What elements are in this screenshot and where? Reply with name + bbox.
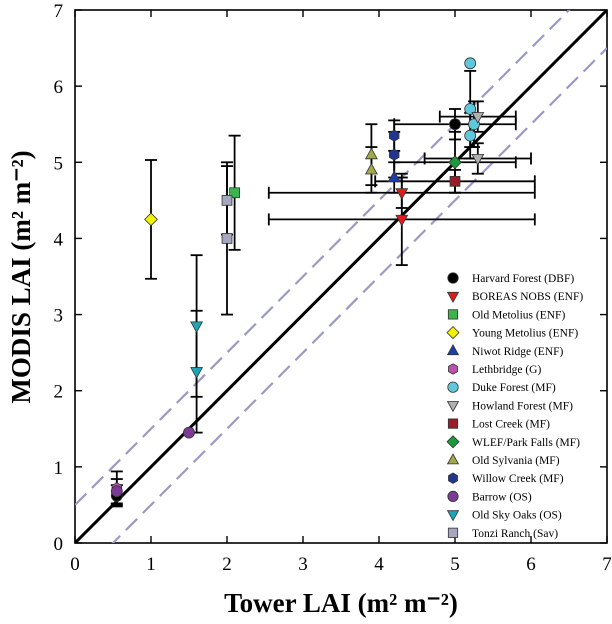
legend-marker <box>446 453 460 465</box>
data-point <box>464 129 477 142</box>
legend-entry-label: BOREAS NOBS (ENF) <box>472 291 583 303</box>
legend-entry-label: Old Sky Oaks (OS) <box>472 510 562 522</box>
y-tick-label: 1 <box>54 458 64 479</box>
data-point <box>449 118 461 131</box>
legend-entry-label: Niwot Ridge (ENF) <box>472 346 564 358</box>
data-point <box>221 195 233 206</box>
legend-marker <box>447 381 459 393</box>
data-point <box>464 57 477 70</box>
legend-marker <box>446 326 460 340</box>
data-point <box>387 170 401 183</box>
legend-box <box>438 268 598 533</box>
reference-lines <box>75 10 607 543</box>
y-tick-label: 2 <box>54 382 64 403</box>
legend-entry-label: Old Sylvania (MF) <box>472 455 560 467</box>
x-tick-label: 2 <box>222 554 232 575</box>
one-to-one-line <box>75 10 607 543</box>
data-point <box>190 321 204 334</box>
legend-entry-label: Howland Forest (MF) <box>472 400 573 412</box>
legend-entry-label: Duke Forest (MF) <box>472 382 556 394</box>
x-tick-label: 7 <box>602 554 612 575</box>
y-tick-label: 3 <box>54 306 64 327</box>
legend-marker <box>446 510 460 522</box>
axis-ticks: 0 1 2 3 4 5 6 7 0 1 2 3 4 5 6 7 <box>54 1 612 575</box>
data-point <box>364 162 378 175</box>
legend-marker <box>447 490 459 502</box>
x-tick-label: 6 <box>526 554 536 575</box>
x-tick-label: 0 <box>70 554 80 575</box>
data-markers <box>110 57 485 502</box>
data-point <box>464 103 477 115</box>
data-point <box>389 148 400 161</box>
data-point <box>229 187 240 199</box>
legend: Harvard Forest (DBF) BOREAS NOBS (ENF) Old… <box>438 268 598 540</box>
data-point <box>395 214 409 227</box>
y-axis-title: MODIS LAI (m² m⁻²) <box>6 150 36 403</box>
legend-entry-label: Lost Creek (MF) <box>472 419 550 431</box>
legend-entry-label: Young Metolius (ENF) <box>472 328 578 340</box>
legend-entry-label: Barrow (OS) <box>472 491 532 503</box>
y-tick-label: 5 <box>54 153 64 174</box>
x-tick-label: 5 <box>450 554 460 575</box>
legend-entry-label: Old Metolius (ENF) <box>472 309 565 321</box>
legend-marker <box>448 363 458 375</box>
data-point <box>389 129 400 142</box>
legend-marker <box>447 309 459 320</box>
legend-marker <box>446 435 460 449</box>
x-tick-label: 1 <box>146 554 156 575</box>
data-point <box>471 112 485 124</box>
legend-marker <box>447 272 459 284</box>
data-point <box>221 233 233 244</box>
data-point <box>144 212 158 227</box>
data-point <box>448 155 462 170</box>
data-point <box>183 426 195 439</box>
data-point <box>449 175 461 187</box>
x-tick-label: 4 <box>374 554 384 575</box>
x-tick-label: 3 <box>298 554 308 575</box>
legend-marker <box>446 343 460 356</box>
legend-marker <box>446 401 460 413</box>
x-axis-title: Tower LAI (m² m⁻²) <box>224 588 458 618</box>
legend-entry-label: Lethbridge (G) <box>472 364 541 376</box>
y-tick-label: 6 <box>54 77 64 98</box>
data-point <box>395 188 409 200</box>
offset-dashed-line <box>75 10 571 506</box>
y-tick-label: 7 <box>54 1 64 22</box>
data-point <box>364 147 378 160</box>
y-tick-label: 0 <box>54 534 64 555</box>
legend-marker <box>447 418 459 429</box>
legend-marker <box>446 291 460 304</box>
legend-entry-label: WLEF/Park Falls (MF) <box>472 437 580 449</box>
data-point <box>110 485 123 498</box>
legend-marker <box>448 472 458 484</box>
legend-entry-label: Willow Creek (MF) <box>472 473 564 485</box>
legend-entry-label: Harvard Forest (DBF) <box>472 273 574 285</box>
legend-entry-label: Tonzi Ranch (Sav) <box>472 528 558 540</box>
legend-marker <box>447 527 459 538</box>
offset-dashed-line <box>111 47 607 543</box>
plot-frame <box>74 9 608 544</box>
data-point <box>471 153 485 166</box>
data-point <box>190 367 204 379</box>
y-tick-label: 4 <box>54 229 64 250</box>
